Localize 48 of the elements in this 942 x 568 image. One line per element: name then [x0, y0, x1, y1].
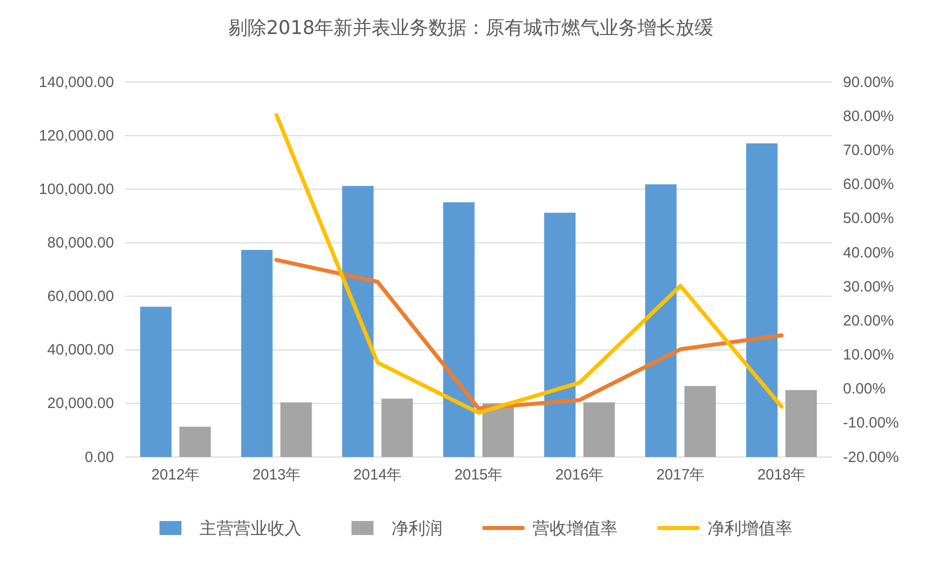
x-tick-label: 2017年 [656, 466, 705, 484]
y2-tick-label: -10.00% [843, 414, 899, 432]
bar [280, 402, 312, 457]
bar [140, 306, 172, 457]
legend-label: 营收增值率 [532, 519, 618, 539]
bar [544, 212, 576, 457]
y2-tick-label: 70.00% [843, 142, 894, 159]
bar [381, 398, 413, 457]
y-tick-label: 40,000.00 [47, 342, 114, 359]
chart-title: 剔除2018年新并表业务数据：原有城市燃气业务增长放缓 [228, 17, 714, 39]
y2-tick-label: 10.00% [843, 346, 894, 364]
bar [746, 143, 778, 457]
bar [241, 250, 273, 457]
y2-tick-label: 40.00% [843, 244, 894, 262]
y-tick-label: 100,000.00 [38, 180, 114, 198]
y2-tick-label: 60.00% [843, 176, 894, 194]
y-tick-label: 140,000.00 [38, 74, 114, 91]
bar [785, 390, 817, 457]
bar [342, 186, 374, 457]
y2-tick-label: 80.00% [843, 108, 894, 125]
x-tick-label: 2015年 [454, 466, 503, 484]
x-tick-label: 2018年 [757, 466, 806, 484]
line-series [274, 113, 784, 415]
y2-tick-label: 90.00% [843, 74, 894, 91]
line-series [274, 258, 784, 410]
y-tick-label: 20,000.00 [47, 395, 114, 412]
bar [482, 403, 514, 457]
y2-tick-label: 30.00% [843, 278, 894, 296]
bar [179, 426, 211, 457]
legend-label: 主营营业收入 [200, 519, 302, 539]
x-tick-label: 2012年 [151, 466, 200, 484]
bar [645, 184, 677, 457]
y2-tick-label: 20.00% [843, 312, 894, 330]
y-tick-label: 0.00 [84, 448, 114, 466]
y-tick-label: 80,000.00 [47, 234, 114, 252]
bar [583, 402, 615, 457]
legend-label: 净利润 [392, 519, 442, 539]
y-tick-label: 120,000.00 [38, 127, 114, 144]
y2-tick-label: 50.00% [843, 210, 894, 228]
y2-tick-label: -20.00% [843, 448, 899, 466]
y-tick-label: 60,000.00 [47, 288, 114, 306]
y2-tick-label: 0.00% [843, 380, 886, 398]
bar [684, 386, 716, 457]
x-tick-label: 2016年 [555, 466, 604, 484]
legend-label: 净利增值率 [708, 519, 792, 539]
bar [443, 202, 475, 457]
x-tick-label: 2014年 [353, 466, 402, 484]
x-tick-label: 2013年 [252, 466, 301, 484]
